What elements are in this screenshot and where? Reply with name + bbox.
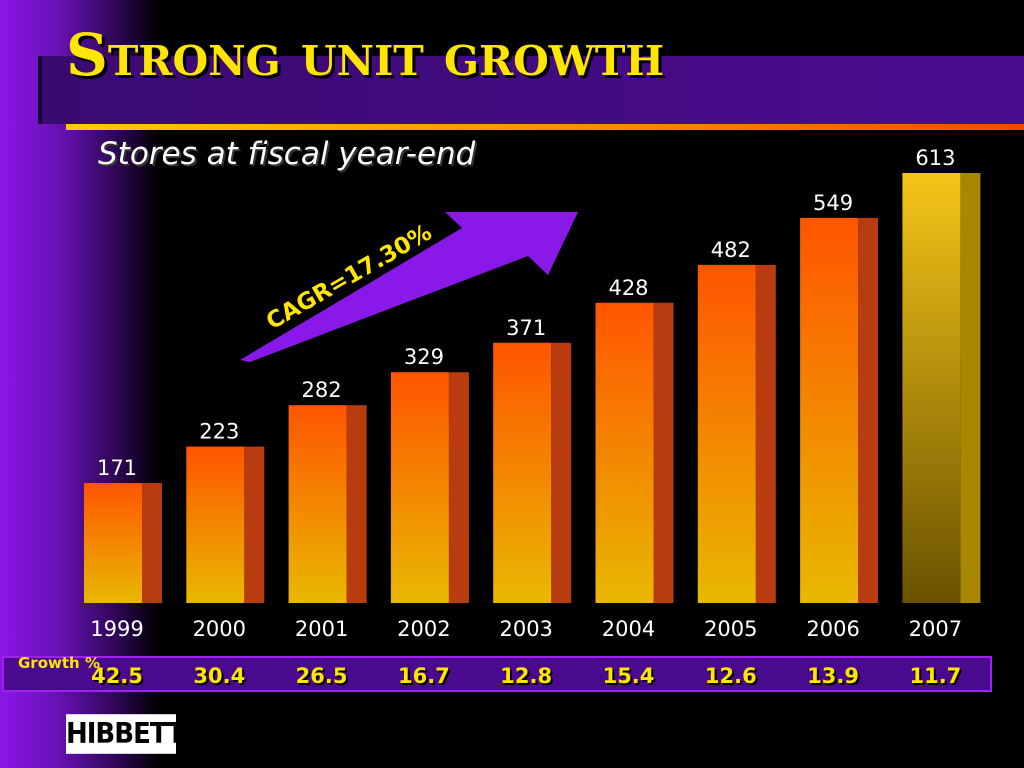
value-label-2003: 371 [506,316,546,340]
bar-2006 [800,217,859,603]
title-band-edge [38,56,42,124]
bar-side-2000 [244,446,265,603]
growth-value-2007: 11.7 [909,664,962,688]
growth-value-2006: 13.9 [807,664,859,688]
tick-label-2000: 2000 [193,617,246,641]
growth-value-2003: 12.8 [500,664,553,688]
tick-label-2002: 2002 [397,617,450,641]
growth-value-2001: 26.5 [295,664,348,688]
tick-label-2005: 2005 [704,617,757,641]
bar-side-1999 [142,483,162,603]
growth-band [2,656,992,692]
bar-2003 [493,342,552,603]
bar-side-2001 [346,405,367,603]
bar-2002 [390,372,449,603]
bar-side-2007 [960,173,981,603]
tick-label-2003: 2003 [499,617,552,641]
tick-label-2001: 2001 [295,617,348,641]
bar-2001 [288,405,347,603]
value-label-2004: 428 [608,276,648,300]
tick-label-2007: 2007 [909,617,962,641]
growth-label: Growth % [18,654,100,672]
value-label-2002: 329 [404,345,444,369]
bar-side-2005 [755,264,776,603]
bar-side-2003 [551,342,572,603]
growth-value-2005: 12.6 [704,664,757,688]
tick-label-2006: 2006 [806,617,859,641]
value-label-2001: 282 [302,378,342,402]
tick-label-2004: 2004 [602,617,655,641]
value-label-1999: 171 [97,456,137,480]
tick-label-1999: 1999 [90,617,143,641]
bar-side-2006 [858,217,879,603]
bar-group: 171 1999 223 2000 282 2001 329 2002 371 2003 428 20… [84,146,981,641]
growth-value-2004: 15.4 [602,664,655,688]
title-band [40,56,1024,124]
cagr-arrow-shape [240,212,578,362]
value-label-2000: 223 [199,420,239,444]
bar-side-2002 [448,372,469,603]
value-label-2005: 482 [711,238,751,262]
bar-2000 [186,446,245,603]
hibbett-logo: HIBBETT [66,714,185,754]
chart-subtitle: Stores at fiscal year-end [98,136,476,172]
growth-value-1999: 42.5 [91,664,143,688]
value-label-2007: 613 [915,146,955,170]
bar-2004 [595,302,654,603]
slide-title: Strong unit growth [66,21,665,89]
bar-2007 [902,173,961,603]
title-underline [66,124,1024,130]
bar-2005 [697,264,756,603]
bar-side-2004 [653,302,674,603]
bar-1999 [84,483,142,603]
growth-value-2002: 16.7 [397,664,450,688]
value-label-2006: 549 [813,191,853,215]
growth-value-2000: 30.4 [193,664,246,688]
